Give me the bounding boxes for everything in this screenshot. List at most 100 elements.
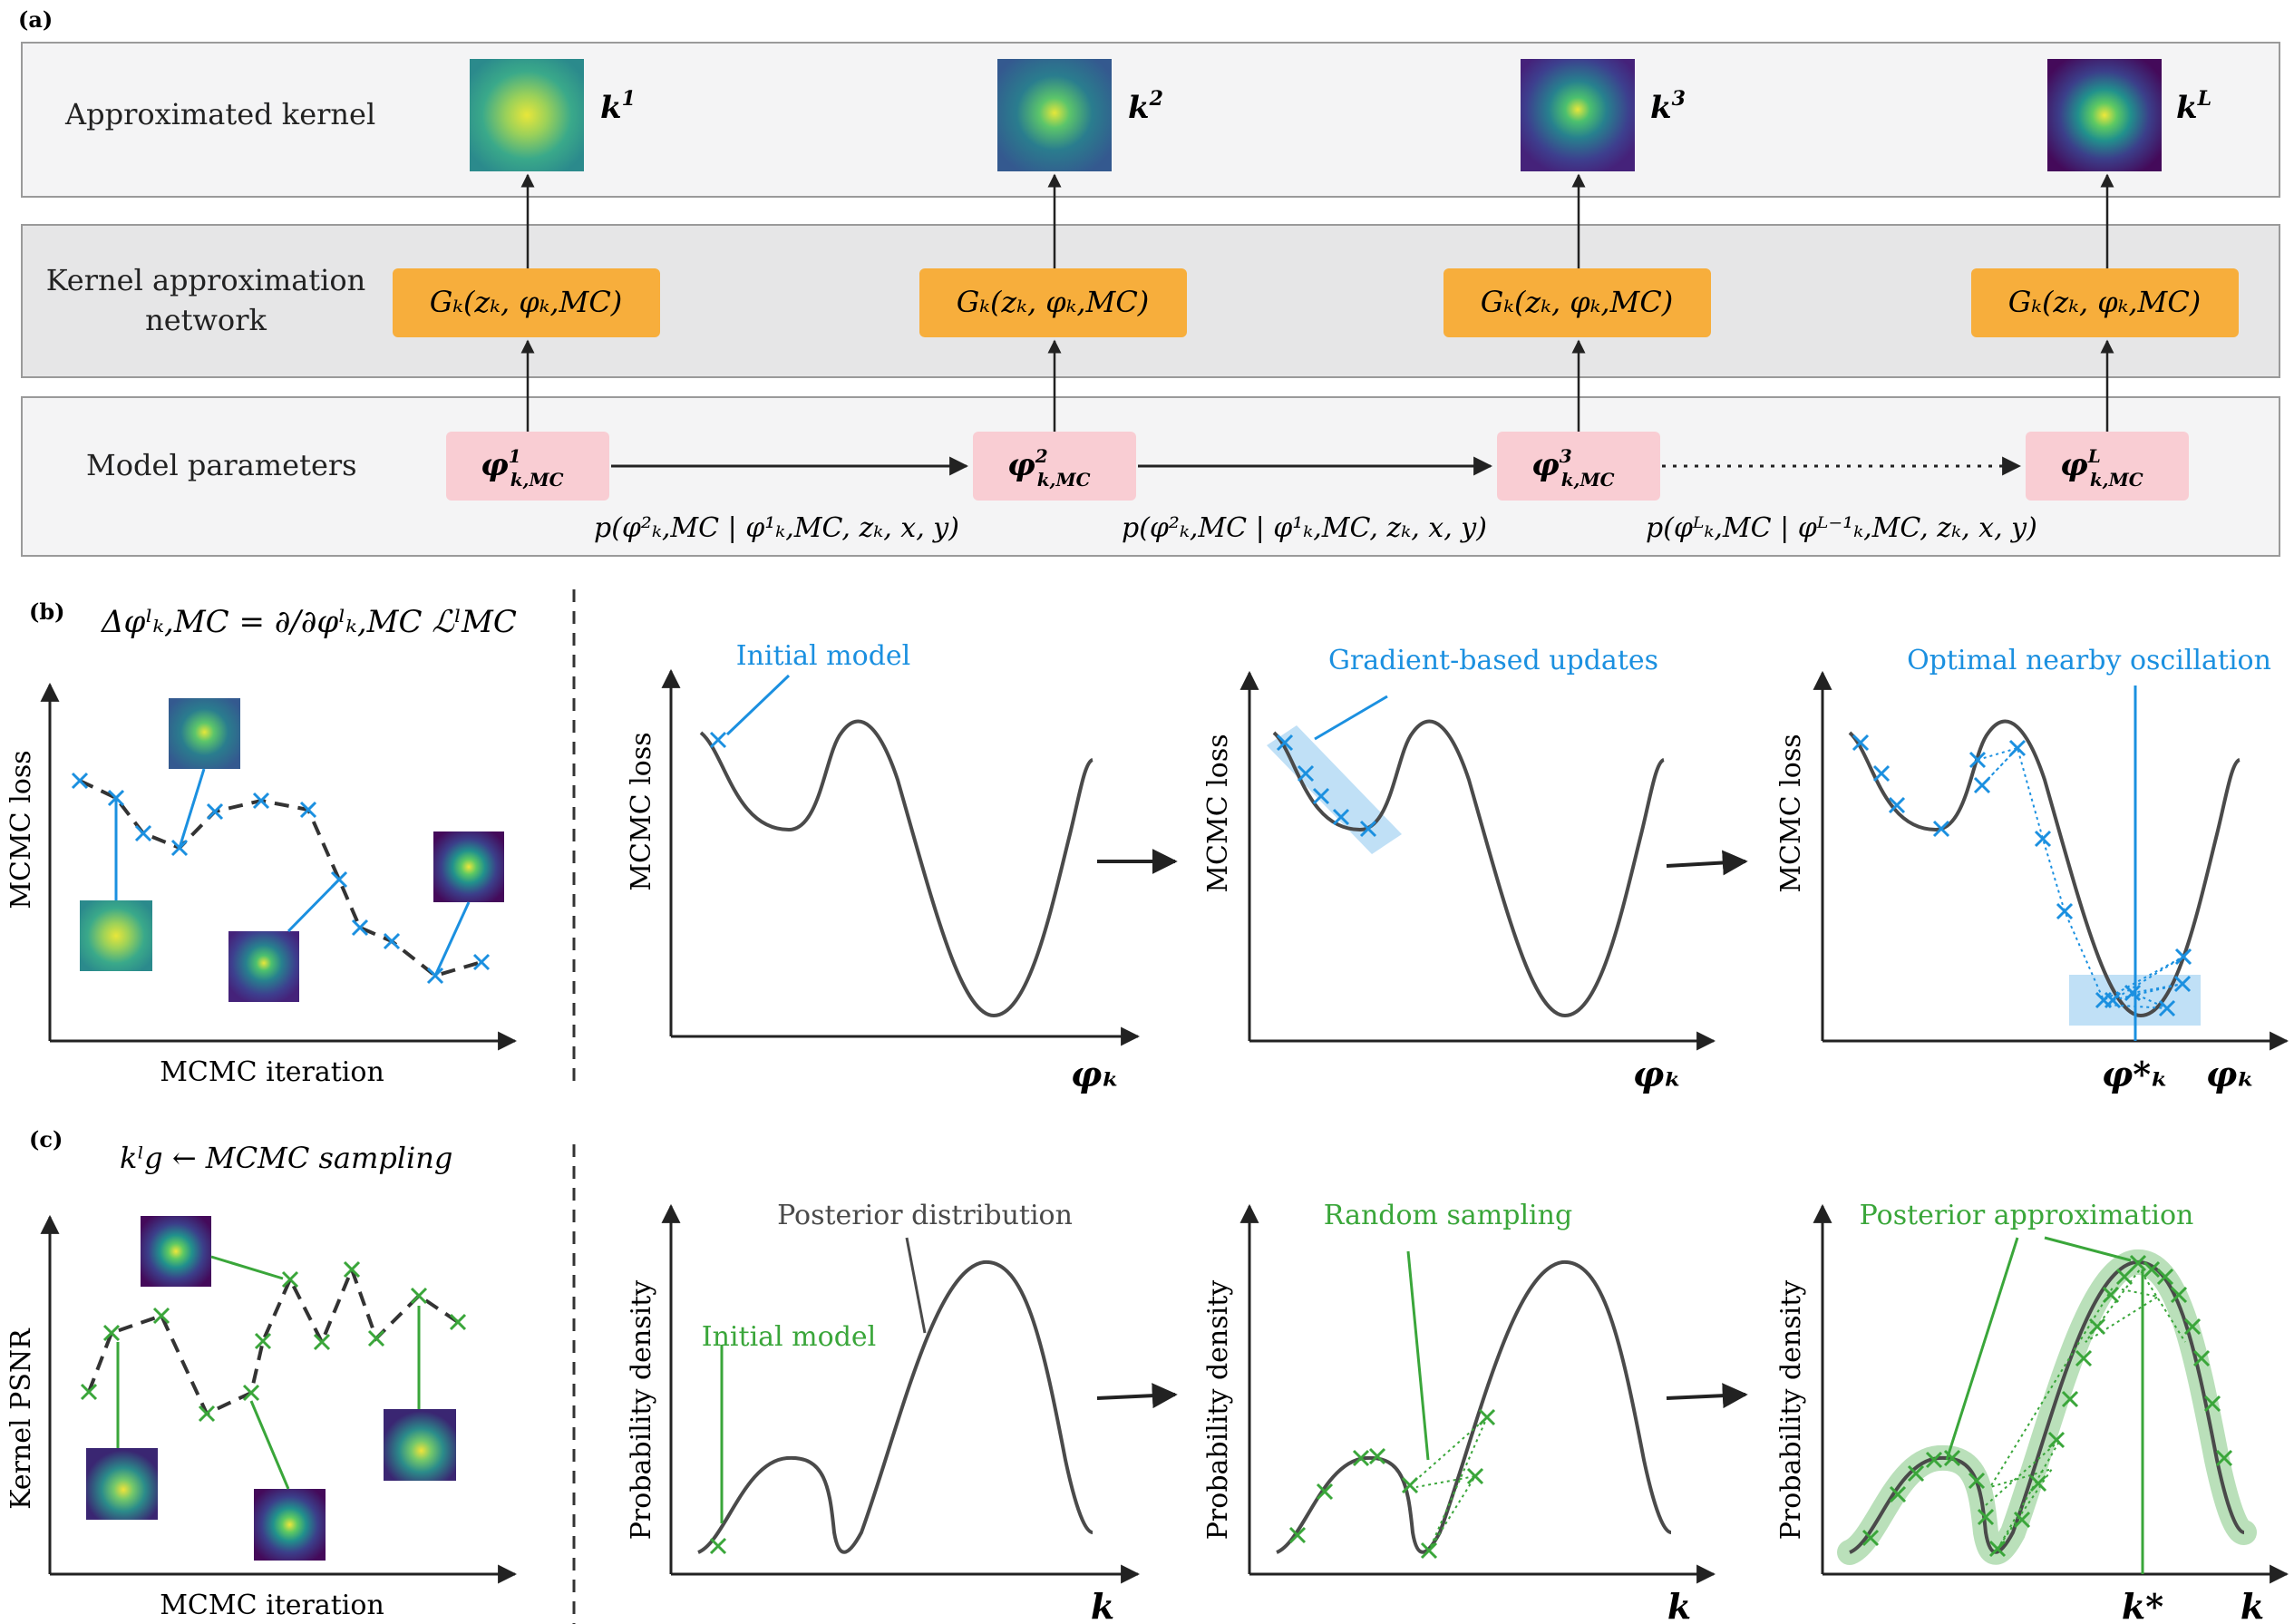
kernel-image-3 bbox=[1521, 59, 1635, 171]
panel-b-chart3-axes bbox=[1813, 670, 2289, 1051]
svg-text:φ3k,MC: φ3 k,MC bbox=[1531, 445, 1615, 491]
panel-b-chart2-axes bbox=[1239, 670, 1716, 1051]
panel-c-left-ylabel: Kernel PSNR bbox=[5, 1327, 37, 1510]
panel-c-chart1-curve bbox=[697, 1259, 1094, 1554]
panel-a-label: (a) bbox=[18, 6, 53, 33]
param-box-1: φ1 k,MC bbox=[446, 432, 609, 501]
svg-text:Gₖ(zₖ, φₖ,MC): Gₖ(zₖ, φₖ,MC) bbox=[430, 285, 623, 319]
panel-b-chart3-zigzag bbox=[1977, 745, 2184, 1009]
param-box-2: φ2 k,MC bbox=[973, 432, 1136, 501]
panel-c-step-arrow-1 bbox=[1096, 1383, 1178, 1409]
panel-b-optimum-label: φ*ₖ bbox=[2102, 1054, 2169, 1094]
panel-b-initial-model: Initial model bbox=[736, 640, 911, 672]
panel-b-chart2-pointer bbox=[1314, 695, 1388, 741]
panel-b-label: (b) bbox=[29, 598, 65, 625]
panel-b-chart1-pointer bbox=[725, 674, 791, 736]
panel-c-chart3-xlabel: k bbox=[2241, 1586, 2264, 1624]
panel-b-optimal-oscillation: Optimal nearby oscillation bbox=[1907, 645, 2271, 676]
transition-label-2: p(φ²ₖ,MC | φ¹ₖ,MC, zₖ, x, y) bbox=[1122, 512, 1487, 544]
panel-b-chart1-curve bbox=[699, 719, 1094, 1018]
panel-b-gradient-updates: Gradient-based updates bbox=[1328, 645, 1658, 676]
svg-text:φ1k,MC: φ1 k,MC bbox=[481, 445, 564, 491]
panel-c-chart3-ylabel: Probability density bbox=[1775, 1280, 1807, 1541]
row-model-parameters bbox=[21, 396, 2280, 557]
panel-c-posterior-distribution: Posterior distribution bbox=[777, 1200, 1073, 1231]
panel-b-chart1-axes bbox=[661, 668, 1141, 1046]
panel-c-posterior-pointer bbox=[905, 1237, 927, 1334]
row-label-model-parameters: Model parameters bbox=[86, 448, 357, 482]
panel-b-left-kernels bbox=[80, 698, 504, 1002]
row-label-network-line1: Kernel approximation bbox=[46, 263, 366, 297]
panel-c-chart2-zigzag bbox=[1409, 1416, 1488, 1551]
svg-text:φ2k,MC: φ2 k,MC bbox=[1007, 445, 1091, 491]
panel-c-posterior-approximation: Posterior approximation bbox=[1860, 1200, 2194, 1231]
panel-b-left-connectors bbox=[114, 768, 471, 977]
network-box-2: Gₖ(zₖ, φₖ,MC) bbox=[919, 268, 1187, 337]
panel-b-formula: Δφˡₖ,MC = ∂/∂φˡₖ,MC ℒˡMC bbox=[100, 604, 517, 640]
kernel-label-1: k1 bbox=[600, 87, 636, 126]
panel-c-formula: kˡg ← MCMC sampling bbox=[120, 1141, 452, 1175]
panel-b-left-axes bbox=[40, 682, 518, 1051]
svg-text:Gₖ(zₖ, φₖ,MC): Gₖ(zₖ, φₖ,MC) bbox=[1481, 285, 1674, 319]
panel-c-chart3-markers bbox=[1861, 1254, 2233, 1558]
param-box-3: φ3 k,MC bbox=[1497, 432, 1660, 501]
panel-c-chart2-axes bbox=[1239, 1203, 1716, 1584]
kernel-label-3: k3 bbox=[1650, 87, 1686, 126]
panel-b-chart2-xlabel: φₖ bbox=[1633, 1054, 1682, 1094]
panel-b-chart3-ylabel: MCMC loss bbox=[1775, 734, 1807, 892]
svg-text:Gₖ(zₖ, φₖ,MC): Gₖ(zₖ, φₖ,MC) bbox=[2008, 285, 2202, 319]
panel-b-left-ylabel: MCMC loss bbox=[5, 750, 37, 909]
param-box-L: φL k,MC bbox=[2026, 432, 2189, 501]
panel-c-approx-pointers bbox=[1945, 1236, 2132, 1461]
row-label-approximated-kernel: Approximated kernel bbox=[64, 97, 375, 131]
row-label-network-line2: network bbox=[145, 303, 267, 337]
panel-b-chart1-marker bbox=[709, 731, 727, 749]
panel-c-step-arrow-2 bbox=[1666, 1383, 1748, 1409]
panel-b-chart1-ylabel: MCMC loss bbox=[626, 732, 657, 890]
kernel-image-2 bbox=[997, 59, 1112, 171]
panel-c-chart2-markers bbox=[1288, 1408, 1496, 1560]
row-approximated-kernel bbox=[21, 42, 2280, 198]
network-box-L: Gₖ(zₖ, φₖ,MC) bbox=[1971, 268, 2239, 337]
svg-text:φLk,MC: φL k,MC bbox=[2060, 445, 2143, 491]
kernel-label-L: kL bbox=[2176, 87, 2211, 126]
panel-b-chart2-curve bbox=[1272, 719, 1666, 1018]
transition-label-1: p(φ²ₖ,MC | φ¹ₖ,MC, zₖ, x, y) bbox=[594, 512, 959, 544]
kernel-image-L bbox=[2047, 59, 2162, 171]
panel-c-chart3-axes bbox=[1813, 1203, 2289, 1584]
panel-c-label: (c) bbox=[29, 1126, 63, 1152]
panel-c-left-kernels bbox=[86, 1216, 456, 1561]
panel-b-chart1-xlabel: φₖ bbox=[1071, 1054, 1120, 1094]
panel-c-chart1-xlabel: k bbox=[1091, 1586, 1114, 1624]
panel-c-chart2-ylabel: Probability density bbox=[1202, 1280, 1234, 1541]
panel-c-posterior-band bbox=[1837, 1249, 2257, 1565]
vertical-arrows bbox=[520, 173, 2114, 432]
panel-c-chart2-curve bbox=[1276, 1259, 1672, 1554]
panel-c-initial-model: Initial model bbox=[702, 1321, 877, 1353]
panel-b-chart3-markers bbox=[1852, 734, 2192, 1017]
transition-label-3: p(φᴸₖ,MC | φᴸ⁻¹ₖ,MC, zₖ, x, y) bbox=[1646, 512, 2037, 544]
panel-c-left-connectors bbox=[116, 1255, 421, 1490]
kernel-image-1 bbox=[470, 59, 584, 171]
panel-c-left-axes bbox=[40, 1214, 518, 1584]
panel-b-chart2-markers bbox=[1276, 734, 1377, 838]
panel-c-left-xlabel: MCMC iteration bbox=[160, 1590, 384, 1621]
panel-c-chart2-pointer bbox=[1406, 1250, 1430, 1461]
network-box-3: Gₖ(zₖ, φₖ,MC) bbox=[1443, 268, 1711, 337]
panel-b-left-xlabel: MCMC iteration bbox=[160, 1056, 384, 1088]
panel-c-optimum-label: k* bbox=[2122, 1586, 2163, 1624]
panel-c-chart1-ylabel: Probability density bbox=[626, 1280, 657, 1541]
kernel-label-2: k2 bbox=[1128, 87, 1163, 126]
panel-b-chart3-curve bbox=[1848, 719, 2241, 1018]
panel-c-left-markers bbox=[80, 1260, 467, 1423]
panel-c-chart1-marker bbox=[709, 1537, 727, 1555]
panel-c-left-trace bbox=[87, 1264, 460, 1416]
panel-c-chart3-zigzag bbox=[1985, 1268, 2186, 1547]
network-box-1: Gₖ(zₖ, φₖ,MC) bbox=[393, 268, 660, 337]
panel-b-gradient-band bbox=[1267, 725, 1402, 854]
panel-c-chart2-xlabel: k bbox=[1667, 1586, 1691, 1624]
panel-c-chart1-axes bbox=[661, 1203, 1141, 1584]
svg-text:Gₖ(zₖ, φₖ,MC): Gₖ(zₖ, φₖ,MC) bbox=[957, 285, 1150, 319]
panel-b-step-arrow-2 bbox=[1666, 850, 1748, 876]
